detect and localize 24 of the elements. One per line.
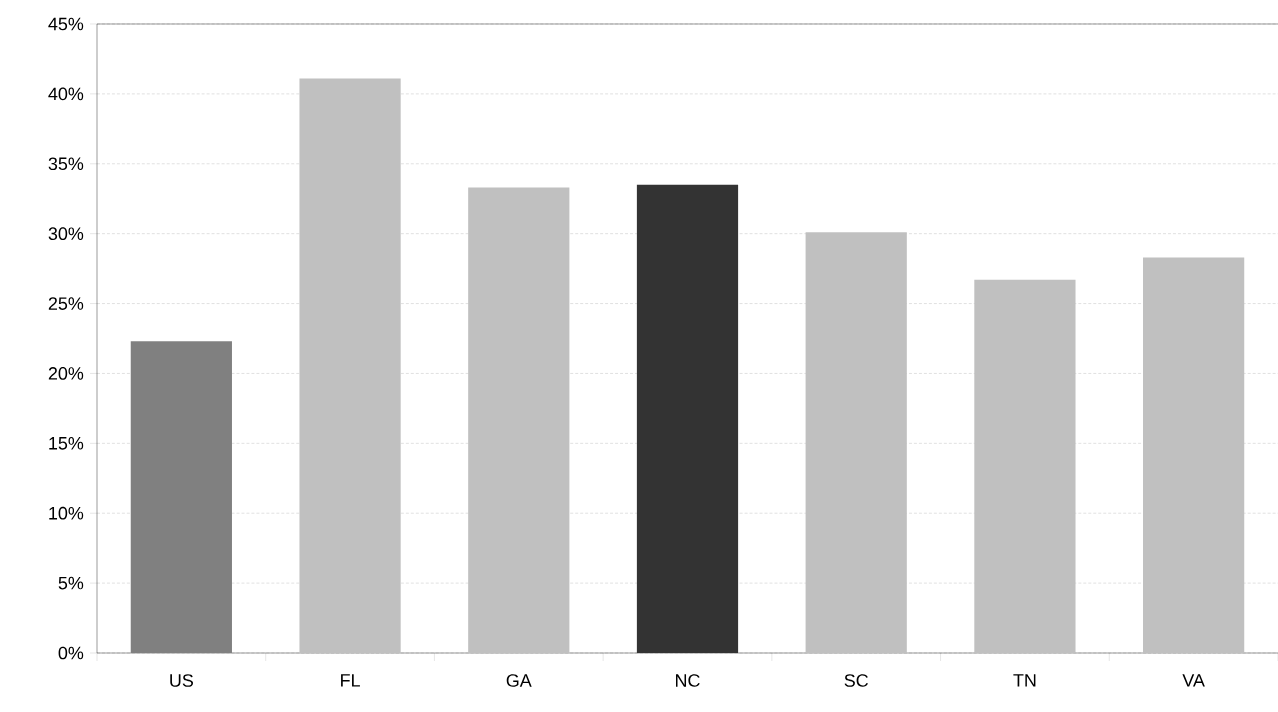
x-tick-label: SC bbox=[844, 674, 868, 687]
bar bbox=[1143, 257, 1245, 653]
bar bbox=[974, 279, 1076, 653]
x-tick-label: VA bbox=[1182, 674, 1205, 687]
bar bbox=[805, 232, 907, 653]
x-tick-label: US bbox=[170, 674, 193, 687]
y-tick-label: 10% bbox=[49, 506, 84, 520]
x-tick-label: GA bbox=[506, 674, 532, 687]
bar bbox=[468, 187, 570, 653]
y-tick-label: 15% bbox=[49, 437, 84, 450]
x-tick-label: NC bbox=[676, 674, 700, 687]
y-tick-label: 5% bbox=[58, 576, 84, 590]
y-tick-label: 40% bbox=[48, 87, 84, 101]
y-tick-label: 20% bbox=[48, 367, 84, 380]
y-tick-label: 0% bbox=[58, 646, 84, 660]
x-tick-label: TN bbox=[1013, 674, 1036, 687]
y-tick-label: 25% bbox=[48, 297, 84, 310]
y-tick-label: 30% bbox=[48, 227, 84, 241]
bar bbox=[130, 341, 232, 653]
x-tick-label: FL bbox=[341, 674, 360, 687]
y-tick-label: 45% bbox=[48, 17, 84, 31]
bar bbox=[299, 78, 401, 653]
bar bbox=[636, 184, 739, 653]
y-tick-label: 35% bbox=[48, 157, 84, 171]
